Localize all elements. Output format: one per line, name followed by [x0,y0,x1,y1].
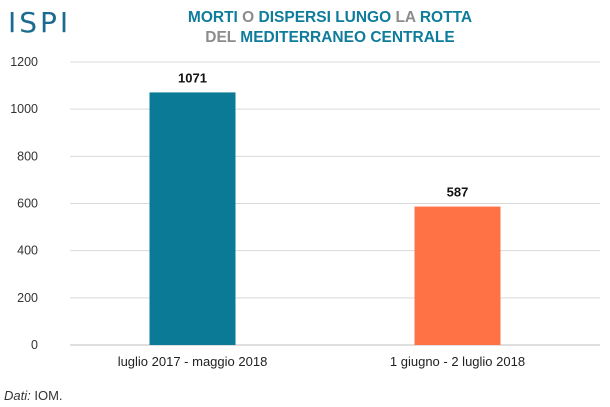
title-segment: ROTTA [419,9,473,26]
y-tick-label: 800 [17,149,38,163]
y-tick-label: 1000 [10,102,38,116]
y-tick-label: 0 [31,338,38,352]
chart-title-line1: MORTI O DISPERSI LUNGO LA ROTTA [120,8,540,28]
bar-2 [414,206,501,345]
data-label: 1071 [178,70,207,85]
y-tick-label: 200 [17,291,38,305]
chart-title: MORTI O DISPERSI LUNGO LA ROTTA DEL MEDI… [120,8,540,48]
chart-title-line2: DEL MEDITERRANEO CENTRALE [120,28,540,48]
title-segment: DISPERSI [258,9,331,26]
bar-1 [149,92,236,345]
source-value: IOM. [30,388,63,403]
y-tick-label: 1200 [10,55,38,69]
data-label: 587 [447,185,469,200]
y-tick-label: 400 [17,244,38,258]
title-segment: MORTI [187,9,238,26]
title-segment: MEDITERRANEO CENTRALE [240,29,455,46]
x-tick-label: luglio 2017 - maggio 2018 [118,354,268,369]
title-segment: DEL [205,29,241,46]
source-label: Dati: [4,388,31,403]
title-segment: LA [391,9,420,26]
ispi-logo: ISPI [8,6,72,39]
title-segment: O [237,9,259,26]
source-note: Dati: IOM. [4,388,63,403]
x-tick-label: 1 giugno - 2 luglio 2018 [390,354,525,369]
y-tick-label: 600 [17,197,38,211]
title-segment: LUNGO [335,9,392,26]
